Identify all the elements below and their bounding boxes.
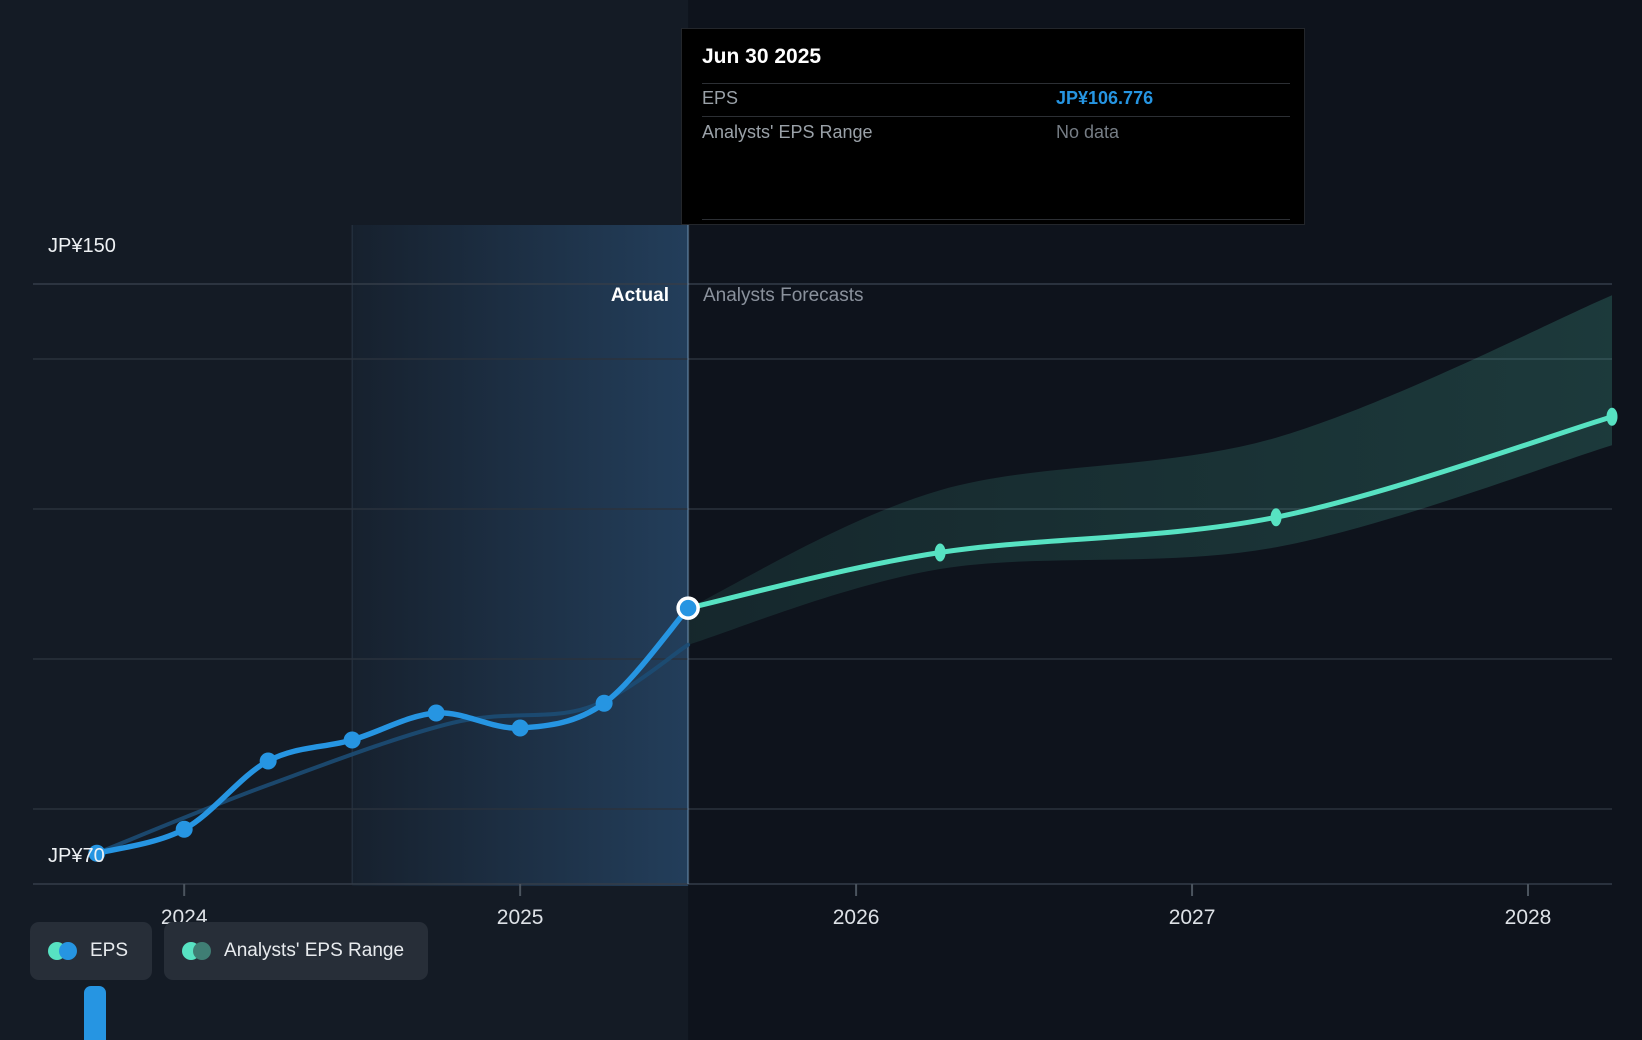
tooltip-eps-value: JP¥106.776 — [1056, 88, 1154, 108]
forecast-data-point[interactable] — [934, 543, 946, 562]
forecast-data-point[interactable] — [1270, 508, 1282, 527]
actual-data-point[interactable] — [259, 752, 277, 770]
actual-highlight-band — [352, 225, 689, 886]
actual-data-point[interactable] — [88, 844, 106, 862]
legend-eps-label: EPS — [90, 940, 129, 961]
brand-chip — [84, 986, 106, 1040]
x-axis-label: 2027 — [1169, 906, 1216, 929]
tooltip-range-label: Analysts' EPS Range — [702, 122, 873, 142]
forecast-section-label: Analysts Forecasts — [703, 285, 864, 306]
actual-data-point[interactable] — [175, 820, 193, 838]
tooltip-divider — [702, 116, 1290, 117]
tooltip-eps-label: EPS — [702, 88, 739, 108]
forecast-data-point[interactable] — [1606, 407, 1618, 426]
tooltip-range-value: No data — [1056, 122, 1120, 142]
x-axis-label: 2025 — [497, 906, 544, 929]
actual-data-point[interactable] — [511, 719, 529, 737]
tooltip-divider — [702, 83, 1290, 84]
eps-legend-dots-icon — [48, 942, 78, 960]
selected-data-point[interactable] — [676, 596, 700, 620]
tooltip-row-range: Analysts' EPS Range No data — [702, 122, 1284, 146]
chart-legend: EPS Analysts' EPS Range — [30, 922, 429, 980]
actual-section-label: Actual — [610, 285, 669, 306]
y-axis-label-top: JP¥150 — [48, 235, 116, 257]
actual-data-point[interactable] — [343, 731, 361, 749]
range-legend-dots-icon — [182, 942, 212, 960]
eps-forecast-line — [685, 414, 1615, 611]
legend-range-label: Analysts' EPS Range — [224, 940, 405, 961]
legend-item-eps[interactable]: EPS — [30, 922, 153, 980]
tooltip-date: Jun 30 2025 — [702, 45, 822, 68]
tooltip-divider — [702, 219, 1290, 220]
actual-data-point[interactable] — [595, 694, 613, 712]
x-axis-label: 2026 — [833, 906, 880, 929]
legend-item-analysts-eps-range[interactable]: Analysts' EPS Range — [164, 922, 429, 980]
actual-data-point[interactable] — [427, 704, 445, 722]
x-axis-label: 2028 — [1505, 906, 1552, 929]
chart-tooltip: Jun 30 2025 EPS JP¥106.776 Analysts' EPS… — [681, 28, 1305, 225]
y-axis-label-bottom: JP¥70 — [48, 845, 105, 867]
tooltip-row-eps: EPS JP¥106.776 — [702, 88, 1284, 112]
